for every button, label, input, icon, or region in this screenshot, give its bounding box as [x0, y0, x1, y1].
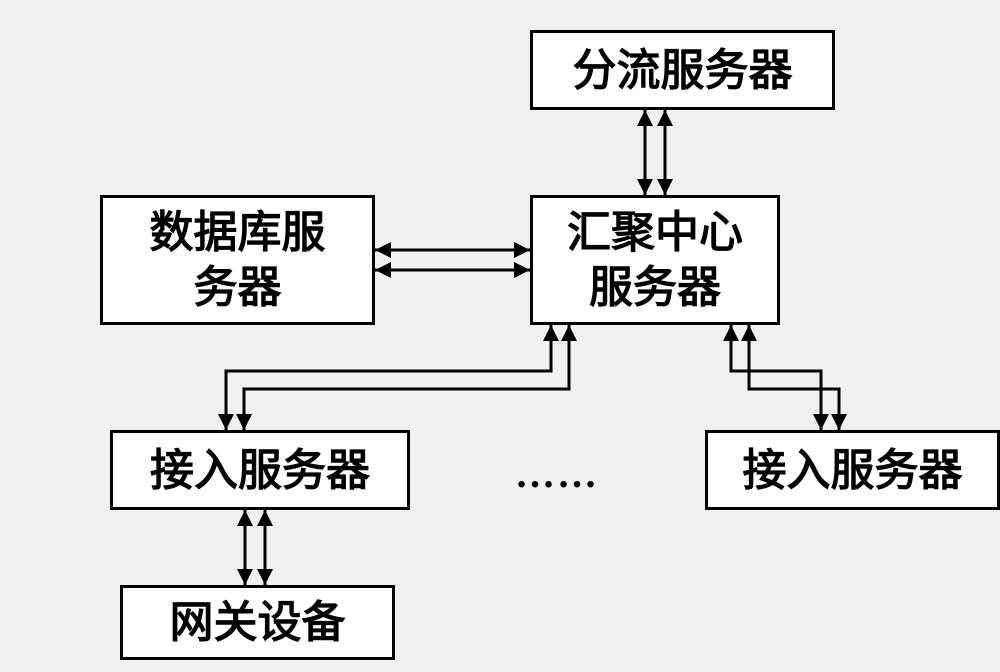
node-label: 接入服务器: [150, 443, 370, 498]
node-access-server-1: 接入服务器: [110, 430, 410, 510]
node-dist-server: 分流服务器: [530, 30, 835, 110]
node-center-server: 汇聚中心 服务器: [530, 195, 780, 325]
node-label: 汇聚中心 服务器: [567, 205, 743, 315]
node-gateway: 网关设备: [120, 585, 395, 660]
node-label: 网关设备: [170, 595, 346, 650]
node-label: 接入服务器: [743, 443, 963, 498]
node-label: 分流服务器: [573, 43, 793, 98]
edges-layer: [0, 0, 1000, 672]
diagram-canvas: 分流服务器 数据库服 务器 汇聚中心 服务器 接入服务器 接入服务器 网关设备 …: [0, 0, 1000, 672]
ellipsis: ……: [515, 450, 599, 497]
node-access-server-2: 接入服务器: [705, 430, 1000, 510]
node-db-server: 数据库服 务器: [100, 195, 375, 325]
node-label: 数据库服 务器: [150, 205, 326, 315]
